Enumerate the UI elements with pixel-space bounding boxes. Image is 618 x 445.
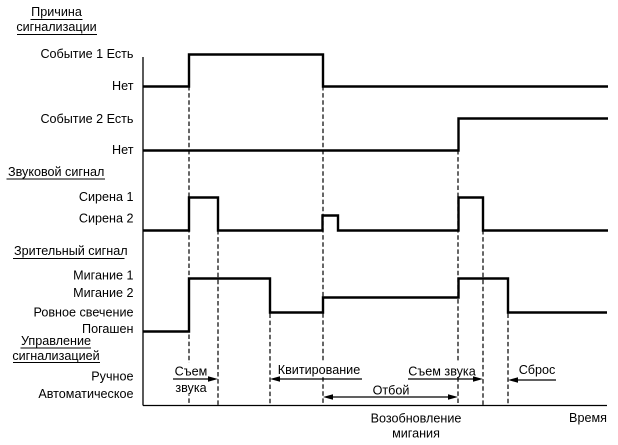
svg-text:Возобновление: Возобновление [371,412,462,426]
svg-text:Автоматическое: Автоматическое [38,387,133,401]
svg-text:Квитирование: Квитирование [278,363,360,377]
svg-text:Зрительный сигнал: Зрительный сигнал [14,244,128,258]
svg-text:Сброс: Сброс [519,363,556,377]
svg-text:мигания: мигания [392,427,440,441]
svg-text:Погашен: Погашен [82,322,133,336]
svg-text:Мигание 2: Мигание 2 [73,286,133,300]
svg-text:сигнализации: сигнализации [16,20,96,34]
svg-text:сигнализацией: сигнализацией [12,349,99,363]
svg-text:Нет: Нет [112,143,134,157]
svg-text:Съем звука: Съем звука [408,365,475,379]
svg-text:Ручное: Ручное [91,370,133,384]
svg-text:Нет: Нет [112,79,134,93]
svg-text:Событие 2 Есть: Событие 2 Есть [40,112,133,126]
svg-text:Причина: Причина [31,5,82,19]
svg-text:Отбой: Отбой [373,384,410,398]
svg-text:Событие 1 Есть: Событие 1 Есть [40,47,133,61]
svg-text:Время: Время [569,411,607,425]
svg-text:Съем: Съем [175,365,208,379]
svg-text:Мигание 1: Мигание 1 [73,269,133,283]
svg-text:Управление: Управление [21,334,91,348]
svg-text:Звуковой сигнал: Звуковой сигнал [8,165,104,179]
svg-text:Сирена 1: Сирена 1 [79,190,134,204]
svg-text:Ровное свечение: Ровное свечение [34,306,134,320]
svg-text:Сирена 2: Сирена 2 [79,212,134,226]
svg-text:звука: звука [175,381,206,395]
